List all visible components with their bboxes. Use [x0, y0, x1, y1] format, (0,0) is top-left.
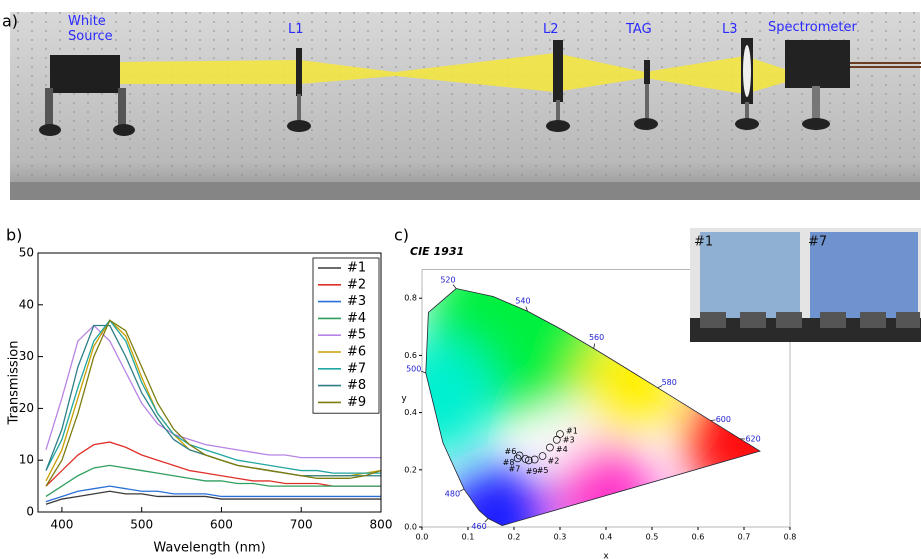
- wavelength-label: 580: [662, 378, 677, 387]
- x-tick-label: 600: [210, 518, 233, 532]
- chromaticity-point: [524, 456, 533, 465]
- photo-label: #1: [694, 235, 713, 250]
- legend-label: #5: [347, 328, 366, 343]
- chromaticity-point: [513, 454, 522, 463]
- wavelength-tick: [525, 306, 528, 312]
- chromaticity-point: [538, 452, 547, 460]
- point-label: #1: [566, 427, 578, 436]
- y-tick-label: 0.0: [404, 523, 417, 532]
- legend-label: #7: [347, 361, 366, 376]
- x-tick-label: 700: [290, 518, 313, 532]
- legend-label: #9: [347, 395, 366, 410]
- chromaticity-point: [530, 455, 539, 464]
- x-axis-label: Wavelength (nm): [153, 541, 265, 556]
- series-line: [45, 490, 381, 505]
- x-tick-label: 0.1: [462, 533, 475, 542]
- sample-photo: [690, 228, 921, 342]
- y-tick-label: 40: [19, 297, 34, 311]
- wavelength-tick: [593, 343, 596, 349]
- wavelength-tick: [657, 385, 663, 389]
- wavelength-label: 560: [589, 333, 604, 342]
- y-tick-label: 0.6: [404, 351, 417, 360]
- chromaticity-point: [552, 435, 561, 444]
- x-tick-label: 0.6: [692, 533, 705, 542]
- x-tick-label: 500: [130, 518, 153, 532]
- wavelength-label: 480: [445, 490, 460, 499]
- panel-label: c): [394, 226, 409, 245]
- x-tick-label: 0.3: [554, 533, 567, 542]
- legend-label: #4: [347, 311, 366, 326]
- photo-label: #7: [808, 235, 827, 250]
- wavelength-tick: [459, 488, 465, 492]
- wavelength-label: 520: [440, 276, 455, 285]
- chromaticity-point: [556, 430, 564, 438]
- y-tick-label: 0.4: [404, 408, 417, 417]
- wavelength-label: 460: [471, 522, 486, 531]
- point-label: #4: [556, 445, 568, 454]
- x-tick-label: 0.0: [416, 533, 429, 542]
- chromaticity-point: [546, 443, 554, 452]
- legend-label: #8: [347, 378, 366, 393]
- x-tick-label: 0.5: [646, 533, 659, 542]
- wavelength-label: 620: [745, 435, 760, 444]
- wavelength-label: 500: [406, 364, 421, 373]
- series-line: [45, 464, 381, 498]
- wavelength-label: 600: [716, 415, 731, 424]
- setup-label: TAG: [626, 22, 652, 37]
- setup-label: White Source: [68, 14, 113, 44]
- x-tick-label: 400: [50, 518, 73, 532]
- setup-render: [10, 12, 921, 200]
- point-label: #9: [526, 467, 538, 476]
- panel-label: a): [2, 12, 18, 31]
- setup-label: Spectrometer: [768, 20, 857, 35]
- legend-label: #3: [347, 294, 366, 309]
- chart-title: CIE 1931: [410, 245, 464, 258]
- point-label: #3: [563, 435, 575, 444]
- plot-frame: [37, 252, 382, 513]
- wavelength-label: 540: [515, 296, 530, 305]
- legend-label: #1: [347, 261, 366, 276]
- point-label: #2: [548, 457, 560, 466]
- legend-label: #6: [347, 345, 366, 360]
- setup-label: L2: [543, 22, 559, 37]
- y-tick-label: 0: [26, 505, 34, 519]
- x-tick-label: 0.8: [784, 533, 797, 542]
- setup-label: L1: [288, 22, 304, 37]
- x-tick-label: 0.4: [600, 533, 613, 542]
- y-tick-label: 20: [19, 401, 34, 415]
- y-tick-label: 0.8: [404, 294, 417, 303]
- point-label: #6: [505, 447, 517, 456]
- point-label: #8: [503, 458, 515, 467]
- series-line: [45, 441, 381, 487]
- point-label: #7: [509, 464, 521, 473]
- wavelength-tick: [452, 284, 457, 289]
- series-line: [45, 319, 381, 474]
- series-line: [45, 485, 381, 503]
- wavelength-tick: [484, 518, 489, 523]
- x-axis-label: x: [603, 552, 609, 559]
- series-line: [45, 319, 382, 487]
- x-tick-label: 0.7: [738, 533, 751, 542]
- setup-label: L3: [722, 22, 738, 37]
- y-tick-label: 0.2: [404, 465, 417, 474]
- point-label: #5: [537, 466, 549, 475]
- y-tick-label: 10: [19, 453, 34, 467]
- panel-label: b): [6, 226, 22, 245]
- spectral-locus: [425, 288, 761, 526]
- y-axis-label: Transmission: [7, 341, 22, 426]
- legend-label: #2: [347, 277, 366, 292]
- x-tick-label: 800: [370, 518, 393, 532]
- x-tick-label: 0.2: [508, 533, 521, 542]
- y-axis-label: y: [401, 394, 407, 404]
- wavelength-tick: [420, 370, 426, 374]
- y-tick-label: 30: [19, 349, 34, 363]
- y-tick-label: 50: [19, 246, 34, 260]
